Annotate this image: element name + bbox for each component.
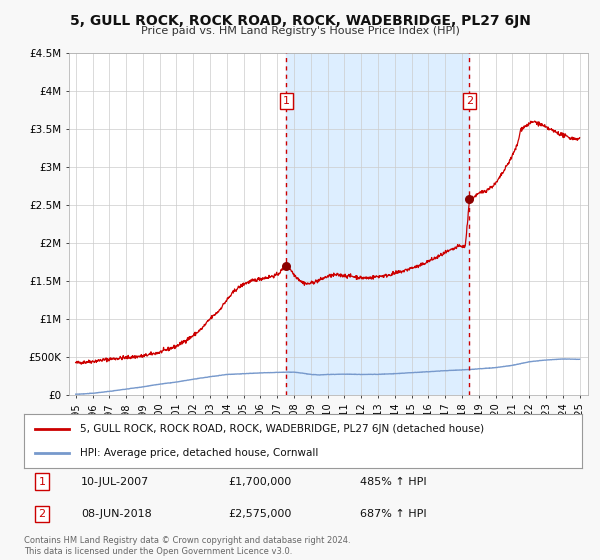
Text: 1: 1 <box>283 96 290 106</box>
Text: £2,575,000: £2,575,000 <box>228 509 292 519</box>
Text: 10-JUL-2007: 10-JUL-2007 <box>81 477 149 487</box>
Text: 687% ↑ HPI: 687% ↑ HPI <box>360 509 427 519</box>
Text: Price paid vs. HM Land Registry's House Price Index (HPI): Price paid vs. HM Land Registry's House … <box>140 26 460 36</box>
Text: 2: 2 <box>466 96 473 106</box>
Bar <box>286 53 469 395</box>
Text: 1: 1 <box>38 477 46 487</box>
Point <box>281 262 291 270</box>
Point <box>464 195 474 204</box>
Text: 08-JUN-2018: 08-JUN-2018 <box>81 509 152 519</box>
Text: Contains HM Land Registry data © Crown copyright and database right 2024.
This d: Contains HM Land Registry data © Crown c… <box>24 536 350 556</box>
Text: 5, GULL ROCK, ROCK ROAD, ROCK, WADEBRIDGE, PL27 6JN (detached house): 5, GULL ROCK, ROCK ROAD, ROCK, WADEBRIDG… <box>80 424 484 435</box>
Text: 485% ↑ HPI: 485% ↑ HPI <box>360 477 427 487</box>
Text: HPI: Average price, detached house, Cornwall: HPI: Average price, detached house, Corn… <box>80 447 318 458</box>
Text: 5, GULL ROCK, ROCK ROAD, ROCK, WADEBRIDGE, PL27 6JN: 5, GULL ROCK, ROCK ROAD, ROCK, WADEBRIDG… <box>70 14 530 28</box>
Text: 2: 2 <box>38 509 46 519</box>
Text: £1,700,000: £1,700,000 <box>228 477 291 487</box>
